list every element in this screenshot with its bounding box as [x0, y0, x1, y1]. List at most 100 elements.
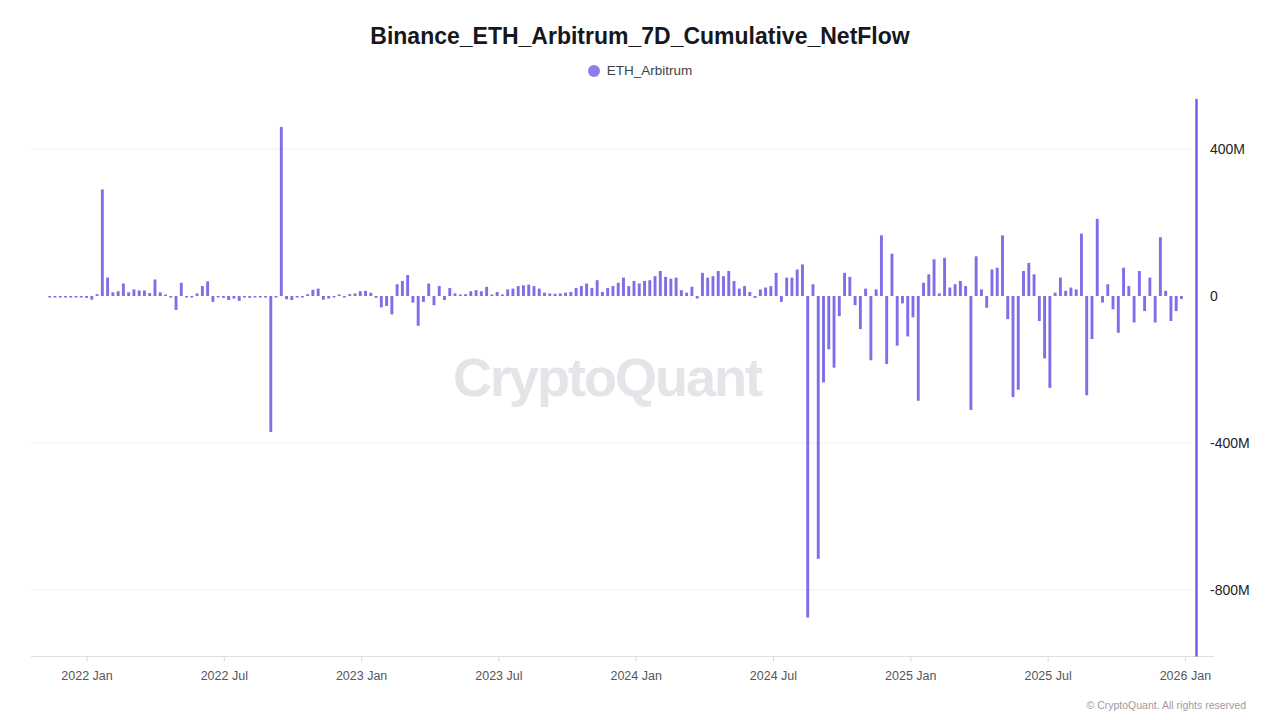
bar	[685, 293, 688, 296]
bar	[211, 296, 214, 302]
bar	[801, 264, 804, 296]
bar	[243, 296, 246, 298]
bar	[248, 296, 251, 298]
bar	[343, 296, 346, 298]
bar	[306, 294, 309, 296]
bar	[938, 293, 941, 296]
bar	[364, 291, 367, 296]
bar	[733, 281, 736, 296]
x-axis-label: 2024 Jan	[610, 669, 661, 683]
bar	[1080, 234, 1083, 296]
bar	[422, 296, 425, 302]
bar	[559, 293, 562, 296]
bar	[327, 296, 330, 299]
bar	[796, 270, 799, 296]
bar	[648, 280, 651, 296]
bar	[154, 279, 157, 296]
bar	[354, 293, 357, 296]
x-axis-label: 2023 Jan	[336, 669, 387, 683]
bar	[206, 281, 209, 296]
bar	[1096, 219, 1099, 296]
bar	[743, 286, 746, 296]
bar	[690, 287, 693, 296]
bar	[396, 284, 399, 296]
bar	[227, 296, 230, 300]
bar	[827, 296, 830, 349]
bar	[501, 295, 504, 297]
bar	[59, 296, 62, 298]
bar	[1127, 286, 1130, 296]
bar	[1154, 296, 1157, 322]
bar	[1064, 291, 1067, 296]
bar	[1122, 268, 1125, 296]
bar	[359, 291, 362, 296]
bar	[1038, 296, 1041, 321]
bar	[627, 286, 630, 296]
bar	[533, 286, 536, 296]
bar	[775, 273, 778, 296]
bar	[80, 296, 83, 298]
bar	[201, 286, 204, 296]
bar	[722, 276, 725, 296]
bar	[301, 296, 304, 298]
bar	[933, 259, 936, 296]
bar	[669, 279, 672, 296]
bar	[317, 289, 320, 296]
bar	[1022, 271, 1025, 296]
bar	[143, 290, 146, 296]
bar	[417, 296, 420, 326]
copyright-note: © CryptoQuant. All rights reserved	[1087, 699, 1246, 711]
bar	[701, 273, 704, 296]
bar	[64, 296, 67, 298]
bar	[375, 296, 378, 298]
bar	[569, 292, 572, 296]
bar	[712, 276, 715, 296]
bar	[527, 285, 530, 296]
bar	[148, 293, 151, 296]
bar	[196, 293, 199, 296]
x-axis-label: 2026 Jan	[1160, 669, 1211, 683]
bar	[554, 294, 557, 296]
chart-plot-area: 400M0-400M-800M2022 Jan2022 Jul2023 Jan2…	[0, 0, 1280, 720]
bar	[906, 296, 909, 336]
bar	[480, 291, 483, 296]
bar	[385, 296, 388, 306]
bar	[269, 296, 272, 432]
bar	[890, 254, 893, 296]
bar	[485, 287, 488, 296]
bar	[880, 235, 883, 296]
bar	[1006, 296, 1009, 319]
bar	[912, 296, 915, 317]
bar	[159, 292, 162, 296]
bar	[922, 283, 925, 296]
bar	[1138, 271, 1141, 296]
bar	[85, 296, 88, 298]
bar	[338, 295, 341, 297]
bar	[985, 296, 988, 308]
bar	[322, 296, 325, 300]
bar	[1033, 274, 1036, 296]
bar	[1169, 296, 1172, 321]
bar	[48, 296, 51, 298]
bar	[548, 293, 551, 296]
bar	[875, 289, 878, 296]
bar	[475, 290, 478, 296]
bar	[411, 296, 414, 303]
bar	[901, 296, 904, 303]
bar	[859, 296, 862, 329]
bar	[896, 296, 899, 346]
bar	[175, 296, 178, 310]
bar	[806, 296, 809, 618]
bar	[843, 273, 846, 296]
bar	[259, 296, 262, 298]
bar	[164, 295, 167, 297]
bar	[1117, 296, 1120, 333]
bar	[1054, 293, 1057, 296]
bar	[275, 296, 278, 298]
bar	[1112, 296, 1115, 309]
bar	[869, 296, 872, 360]
bar	[1175, 296, 1178, 311]
bar	[1164, 291, 1167, 296]
bar	[659, 271, 662, 296]
bar	[132, 289, 135, 296]
